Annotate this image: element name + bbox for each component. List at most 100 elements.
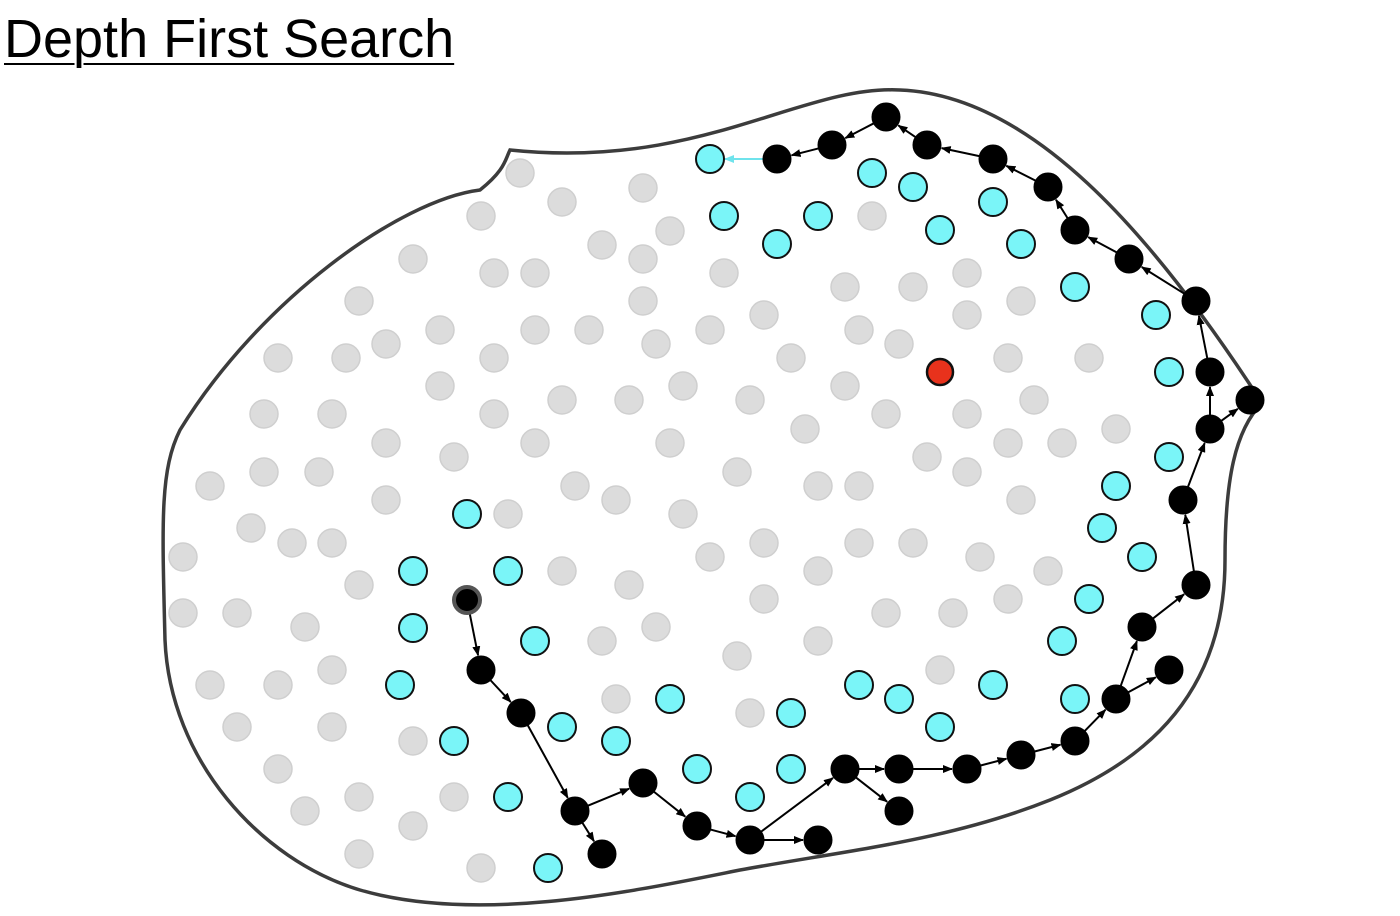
dfs-tree-edge	[1055, 198, 1069, 219]
unvisited-node	[520, 258, 550, 288]
unvisited-node	[195, 670, 225, 700]
unvisited-node	[398, 726, 428, 756]
unvisited-node	[952, 300, 982, 330]
unvisited-node	[830, 371, 860, 401]
frontier-node	[1101, 471, 1131, 501]
unvisited-node	[735, 385, 765, 415]
page-title: Depth First Search	[4, 9, 455, 69]
visited-node	[682, 811, 712, 841]
unvisited-node	[790, 414, 820, 444]
frontier-node	[978, 670, 1008, 700]
frontier-node	[493, 556, 523, 586]
frontier-node	[439, 726, 469, 756]
dfs-tree-edge	[1140, 266, 1185, 295]
dfs-tree-edge	[1127, 676, 1157, 694]
dfs-tree-edge	[710, 828, 737, 838]
unvisited-node	[628, 286, 658, 316]
unvisited-node	[1101, 414, 1131, 444]
unvisited-node	[547, 556, 577, 586]
unvisited-node	[695, 542, 725, 572]
unvisited-node	[398, 811, 428, 841]
target-node	[925, 357, 955, 387]
visited-node	[817, 130, 847, 160]
unvisited-node	[317, 399, 347, 429]
unvisited-node	[735, 698, 765, 728]
dfs-tree-edge	[1152, 593, 1185, 620]
unvisited-node	[290, 612, 320, 642]
frontier-node	[762, 229, 792, 259]
dfs-tree-edge	[1187, 442, 1206, 488]
unvisited-node	[952, 399, 982, 429]
region-boundary	[161, 88, 1265, 907]
frontier-node	[398, 556, 428, 586]
unvisited-node	[803, 556, 833, 586]
unvisited-node	[898, 272, 928, 302]
unvisited-node	[520, 428, 550, 458]
unvisited-node	[1047, 428, 1077, 458]
unvisited-node	[925, 655, 955, 685]
unvisited-node	[601, 485, 631, 515]
visited-node	[1195, 414, 1225, 444]
unvisited-node	[560, 471, 590, 501]
frontier-node	[1047, 626, 1077, 656]
frontier-node	[925, 215, 955, 245]
frontier-node	[1074, 584, 1104, 614]
unvisited-node	[844, 528, 874, 558]
dfs-tree-edge	[855, 776, 888, 803]
dfs-tree-edge	[489, 679, 512, 703]
unvisited-node	[749, 300, 779, 330]
unvisited-node	[371, 329, 401, 359]
unvisited-node	[803, 626, 833, 656]
visited-node	[1006, 740, 1036, 770]
unvisited-node	[830, 272, 860, 302]
unvisited-node	[871, 598, 901, 628]
unvisited-node	[912, 442, 942, 472]
unvisited-node	[1006, 286, 1036, 316]
unvisited-node	[263, 754, 293, 784]
unvisited-node	[993, 343, 1023, 373]
visited-node	[1195, 357, 1225, 387]
unvisited-node	[249, 399, 279, 429]
unvisited-node	[952, 457, 982, 487]
unvisited-node	[965, 542, 995, 572]
visited-node	[1101, 684, 1131, 714]
visited-node	[978, 144, 1008, 174]
frontier-node	[1127, 542, 1157, 572]
visited-node	[628, 768, 658, 798]
dfs-tree-edge	[526, 724, 569, 799]
visited-node	[803, 825, 833, 855]
frontier-node	[776, 698, 806, 728]
unvisited-node	[749, 528, 779, 558]
visited-node	[1060, 726, 1090, 756]
unvisited-node	[398, 244, 428, 274]
visited-node	[1060, 215, 1090, 245]
unvisited-node	[344, 286, 374, 316]
unvisited-node	[290, 796, 320, 826]
unvisited-node	[479, 343, 509, 373]
start-node	[452, 585, 482, 615]
unvisited-node	[857, 201, 887, 231]
unvisited-node	[425, 371, 455, 401]
unvisited-node	[505, 158, 535, 188]
unvisited-node	[317, 712, 347, 742]
unvisited-node	[952, 258, 982, 288]
unvisited-node	[898, 528, 928, 558]
unvisited-node	[695, 315, 725, 345]
unvisited-node	[547, 187, 577, 217]
dfs-tree-edge	[980, 757, 1008, 767]
unvisited-node	[168, 598, 198, 628]
unvisited-node	[1074, 343, 1104, 373]
unvisited-node	[425, 315, 455, 345]
unvisited-node	[466, 201, 496, 231]
unvisited-node	[871, 399, 901, 429]
frontier-node	[520, 626, 550, 656]
unvisited-node	[844, 471, 874, 501]
unvisited-node	[844, 315, 874, 345]
unvisited-node	[1033, 556, 1063, 586]
unvisited-node	[614, 385, 644, 415]
visited-node	[1127, 612, 1157, 642]
unvisited-node	[628, 173, 658, 203]
unvisited-node	[331, 343, 361, 373]
dfs-tree-edge	[844, 122, 875, 139]
frontier-node	[978, 187, 1008, 217]
